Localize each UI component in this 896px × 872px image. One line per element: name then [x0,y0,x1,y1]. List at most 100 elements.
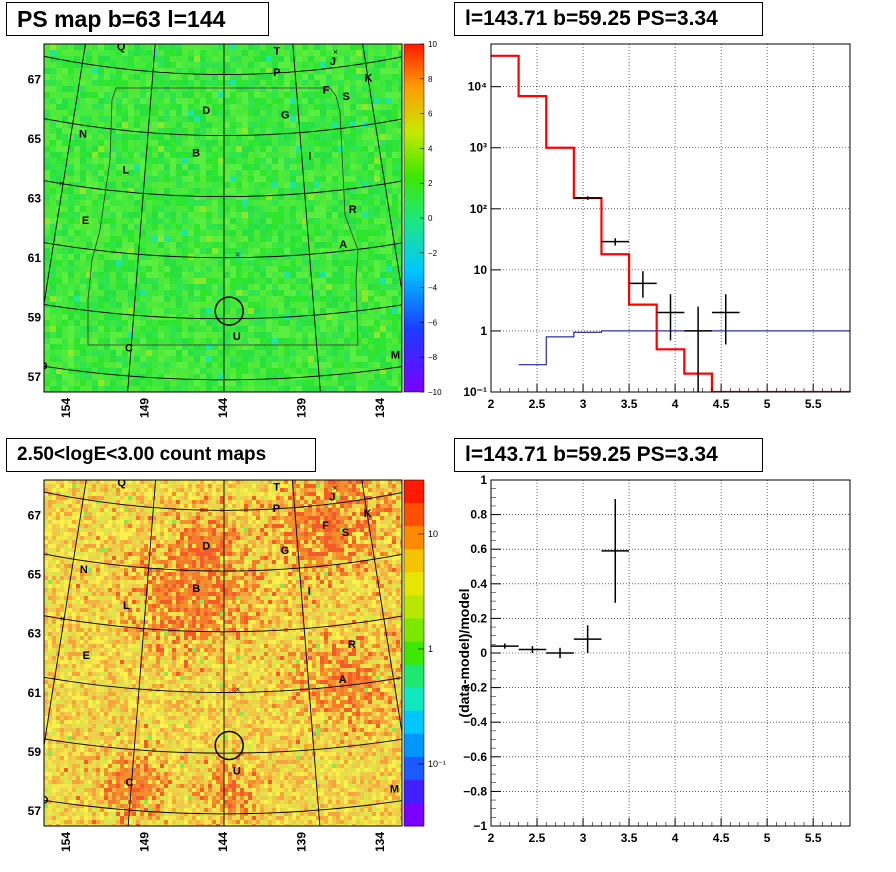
ps-heatmap-cell [146,146,152,152]
count-heatmap-cell [220,524,224,528]
count-heatmap-cell [168,484,172,488]
ps-heatmap-cell [104,296,110,302]
count-heatmap-cell [168,524,172,528]
ps-heatmap-cell [290,230,296,236]
ps-heatmap-cell [104,194,110,200]
ps-heatmap-cell [62,200,68,206]
count-heatmap-cell [156,488,160,492]
ps-heatmap-cell [200,182,206,188]
count-heatmap-cell [216,480,220,484]
count-heatmap-cell [344,508,348,512]
ps-heatmap-cell [368,386,374,392]
count-heatmap-cell [296,484,300,488]
count-heatmap-cell [212,528,216,532]
ps-heatmap-cell [380,338,386,344]
count-heatmap-cell [172,524,176,528]
ps-heatmap-cell [68,176,74,182]
ps-heatmap-cell [254,380,260,386]
count-heatmap-cell [284,540,288,544]
count-heatmap-cell [84,512,88,516]
ps-heatmap-cell [140,212,146,218]
ps-heatmap-cell [284,74,290,80]
count-heatmap-cell [88,484,92,488]
ps-heatmap-cell [356,374,362,380]
ps-heatmap-cell [254,386,260,392]
ps-heatmap-cell [260,146,266,152]
ps-heatmap-cell [158,188,164,194]
ps-map-graticule [44,44,402,392]
count-heatmap-cell [100,528,104,532]
ps-heatmap-cell [302,326,308,332]
count-heatmap-cell [108,536,112,540]
ps-heatmap-cell [98,308,104,314]
count-heatmap-cell [380,508,384,512]
ps-heatmap-cell [92,260,98,266]
ps-heatmap-cell [296,44,302,50]
count-heatmap-cell [116,528,120,532]
count-heatmap-cell [272,500,276,504]
ps-heatmap-cell [362,302,368,308]
ps-heatmap-cell [242,254,248,260]
ps-heatmap-cell [182,218,188,224]
count-heatmap-cell [260,512,264,516]
ps-heatmap-cell [398,152,402,158]
ps-heatmap-cell [272,152,278,158]
ps-heatmap-cell [302,128,308,134]
ps-heatmap-cell [122,314,128,320]
ps-heatmap-cell [62,56,68,62]
ps-heatmap-cell [140,362,146,368]
ps-heatmap-cell [386,266,392,272]
ps-heatmap-cell [302,284,308,290]
count-heatmap-cell [220,516,224,520]
ps-heatmap-cell [170,212,176,218]
ps-heatmap-cell [398,326,402,332]
ps-heatmap-cell [314,332,320,338]
count-heatmap-cell [228,512,232,516]
ps-heatmap-cell [302,56,308,62]
ps-heatmap-cell [44,278,50,284]
count-heatmap-cell [92,500,96,504]
ps-heatmap-cell [350,272,356,278]
count-heatmap-cell [196,536,200,540]
count-heatmap-cell [376,500,380,504]
ps-heatmap-cell [392,344,398,350]
count-heatmap-cell [220,496,224,500]
ps-heatmap-cell [80,62,86,68]
ps-heatmap-cell [350,122,356,128]
ps-heatmap-cell [104,290,110,296]
ps-heatmap-cell [338,326,344,332]
ps-heatmap-cell [140,260,146,266]
ps-heatmap-cell [254,230,260,236]
ps-heatmap-cell [296,170,302,176]
ps-heatmap-cell [140,176,146,182]
count-heatmap-cell [312,488,316,492]
ps-heatmap-cell [182,380,188,386]
ps-heatmap-cell [62,242,68,248]
ps-heatmap-cell [254,164,260,170]
ps-heatmap-cell [284,380,290,386]
ps-heatmap-cell [266,194,272,200]
ps-heatmap-cell [80,176,86,182]
ps-heatmap-cell [224,152,230,158]
ps-heatmap-cell [380,236,386,242]
ps-heatmap-cell [356,212,362,218]
ps-heatmap-cell [194,56,200,62]
ps-heatmap-cell [62,182,68,188]
ps-heatmap-cell [284,122,290,128]
ps-heatmap-cell [266,374,272,380]
ps-heatmap-cell [170,224,176,230]
ps-heatmap-cell [242,272,248,278]
ps-heatmap-cell [158,80,164,86]
ps-heatmap-cell [362,206,368,212]
ps-heatmap-cell [224,92,230,98]
ps-heatmap-cell [170,302,176,308]
ps-heatmap-cell [314,176,320,182]
count-heatmap-cell [120,540,124,544]
ps-heatmap-cell [272,50,278,56]
count-heatmap-cell [124,512,128,516]
count-heatmap-cell [156,508,160,512]
count-heatmap-cell [144,500,148,504]
ps-heatmap-cell [86,98,92,104]
ps-heatmap-cell [320,266,326,272]
count-heatmap-cell [308,484,312,488]
